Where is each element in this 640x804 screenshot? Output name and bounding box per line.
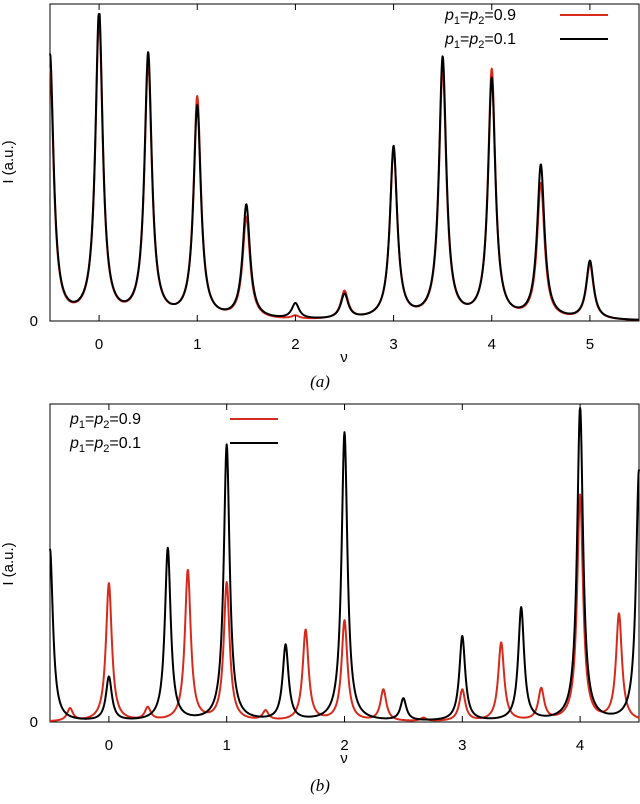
y-tick-label: 0 xyxy=(30,714,38,731)
legend-label-2: p1=p2=0.1 xyxy=(444,31,516,51)
y-tick-label: 0 xyxy=(30,313,38,330)
series-layer-a xyxy=(49,13,640,321)
x-tick-label: 1 xyxy=(193,336,201,353)
y-ticks-b: 0 xyxy=(30,714,38,731)
x-tick-label: 3 xyxy=(458,737,466,754)
x-tick-label: 2 xyxy=(291,336,299,353)
plot-frame-a xyxy=(49,3,640,322)
legend-b: p1=p2=0.9 p1=p2=0.1 xyxy=(69,411,278,455)
y-axis-label-a: I (a.u.) xyxy=(0,140,17,183)
x-tick-label: 1 xyxy=(223,737,231,754)
x-axis-label-a: ν xyxy=(340,349,348,366)
x-tick-label: 5 xyxy=(586,336,594,353)
x-tick-label: 0 xyxy=(105,737,113,754)
x-tick-label: 3 xyxy=(389,336,397,353)
series-layer-b xyxy=(49,407,640,722)
panel-label-b: (b) xyxy=(310,776,330,795)
x-ticks-b: 0 1 2 3 4 xyxy=(105,404,584,754)
x-tick-label: 2 xyxy=(340,737,348,754)
legend-label-1: p1=p2=0.9 xyxy=(69,411,141,431)
series-line-b-2 xyxy=(49,407,640,721)
legend-label-1: p1=p2=0.9 xyxy=(444,7,516,27)
x-tick-label: 4 xyxy=(488,336,496,353)
series-line-a-2 xyxy=(49,13,640,321)
x-tick-label: 4 xyxy=(576,737,584,754)
legend-label-2: p1=p2=0.1 xyxy=(69,435,141,455)
x-ticks-a: 0 1 2 3 4 5 xyxy=(95,4,594,353)
panel-label-a: (a) xyxy=(310,372,330,391)
y-axis-label-b: I (a.u.) xyxy=(0,542,17,585)
legend-a: p1=p2=0.9 p1=p2=0.1 xyxy=(444,7,608,51)
y-ticks-a: 0 xyxy=(30,313,38,330)
x-tick-label: 0 xyxy=(95,336,103,353)
series-line-b-1 xyxy=(49,493,640,722)
x-axis-label-b: ν xyxy=(340,750,348,767)
